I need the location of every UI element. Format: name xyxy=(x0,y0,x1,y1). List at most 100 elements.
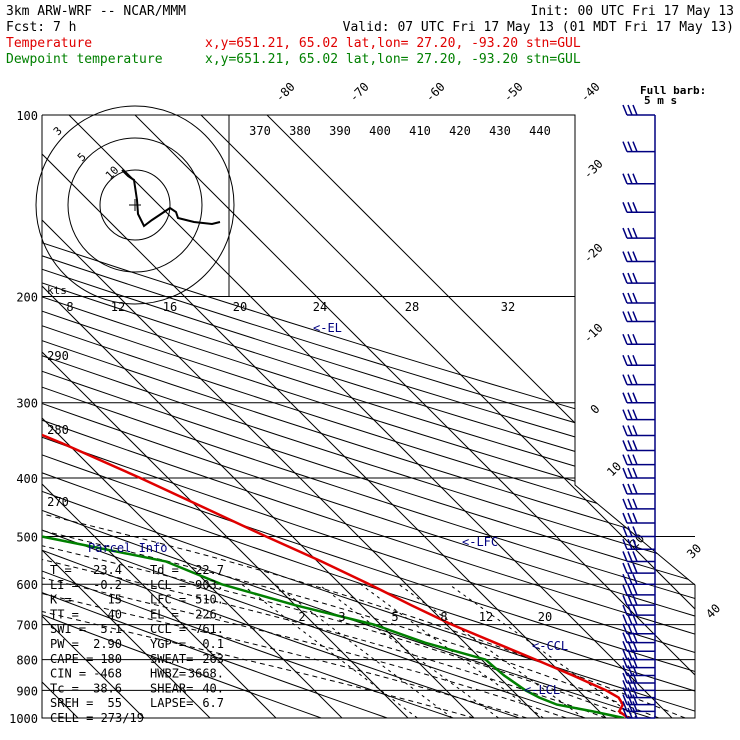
mixing-ratio-label: 12 xyxy=(479,610,493,624)
dewpoint-legend-label: Dewpoint temperature xyxy=(6,52,163,67)
wind-barb xyxy=(622,467,655,479)
wind-barb xyxy=(622,454,655,466)
isotherm-line xyxy=(42,115,607,718)
dry-adiabat-line xyxy=(42,115,586,718)
pressure-tick-label: 900 xyxy=(16,684,38,698)
wind-barb xyxy=(622,623,655,635)
wind-barb-flag xyxy=(627,333,633,345)
wind-barb xyxy=(622,227,655,239)
wind-barb-flag xyxy=(622,562,628,574)
pressure-tick-label: 200 xyxy=(16,291,38,305)
wind-barb xyxy=(622,614,655,626)
wind-barb xyxy=(622,251,655,263)
parcel-info-title: Parcel Info xyxy=(88,541,167,555)
wind-barb-flag xyxy=(627,594,633,606)
wind-barb-flag xyxy=(622,292,628,304)
parcel-info-cell: K = xyxy=(50,593,72,607)
wind-barb-flag xyxy=(632,251,638,262)
isotherm-line xyxy=(0,115,12,718)
pressure-tick-label: 800 xyxy=(16,654,38,668)
wind-barb-flag xyxy=(622,311,628,322)
wind-barb-flag xyxy=(627,657,633,668)
wind-barb-flag xyxy=(622,680,628,691)
wind-barb-flag xyxy=(627,526,633,537)
hodograph-speed-label: 20 xyxy=(233,300,247,314)
wind-barb-flag xyxy=(627,374,633,385)
wind-barb-flag xyxy=(622,104,628,116)
wind-barb-flag xyxy=(627,665,633,676)
pressure-tick-label: 100 xyxy=(16,109,38,123)
wind-barb-flag xyxy=(622,614,628,625)
plot-border xyxy=(41,114,696,719)
pressure-tick-label: 700 xyxy=(16,619,38,633)
wind-barb-flag xyxy=(627,454,633,465)
wind-barb xyxy=(622,680,655,692)
wind-barb-flag xyxy=(632,672,638,684)
isotherm-line xyxy=(68,115,673,718)
wind-barb-flag xyxy=(627,440,633,451)
wind-barb-flag xyxy=(622,374,628,385)
pressure-tick-label: 400 xyxy=(16,472,38,486)
wind-barb-flag xyxy=(627,701,633,712)
wind-barb-flag xyxy=(632,687,638,698)
wind-barb-flag xyxy=(632,498,638,510)
wind-barb-flag xyxy=(632,573,638,585)
wind-barb-flag xyxy=(627,687,633,698)
parcel-info-cell: SWEAT= xyxy=(150,652,193,666)
parcel-info-cell: 180 xyxy=(100,652,122,666)
wind-barb-flag xyxy=(632,657,638,668)
wind-barb xyxy=(622,551,655,563)
mixing-ratio-line xyxy=(241,583,418,718)
dewpoint-legend-info: x,y=651.21, 65.02 lat,lon= 27.20, -93.20… xyxy=(205,52,581,67)
theta-label: 370 xyxy=(249,124,271,138)
temperature-legend-label: Temperature xyxy=(6,36,92,51)
wind-barb xyxy=(622,333,655,346)
wind-barb-flag xyxy=(622,440,628,451)
wind-barb-flag xyxy=(632,467,638,479)
wind-barb-flag xyxy=(627,562,633,574)
profiles-layer xyxy=(42,115,630,718)
isotherm-label: -20 xyxy=(581,241,606,266)
isotherm-line xyxy=(266,115,695,718)
temperature-profile xyxy=(42,115,630,718)
wind-barb xyxy=(622,483,655,495)
parcel-info-cell: 6.7 xyxy=(202,696,224,710)
theta-label: 440 xyxy=(529,124,551,138)
wind-barb-flag xyxy=(627,498,633,510)
hodograph-speed-label: 16 xyxy=(163,300,177,314)
diagram-frame xyxy=(41,114,696,719)
wind-barb-flag xyxy=(622,672,628,684)
hodograph-speed-label: 24 xyxy=(313,300,327,314)
wind-barb-flag xyxy=(622,584,628,596)
mixing-ratio-line xyxy=(448,583,638,718)
dry-adiabat-line xyxy=(42,115,652,718)
hodograph-ring xyxy=(99,169,171,241)
wind-barb-flag xyxy=(622,623,628,635)
isotherm-label: 10 xyxy=(604,459,624,479)
pressure-tick-label: 300 xyxy=(16,397,38,411)
dry-adiabat-line xyxy=(42,115,695,718)
parcel-info-cell: SWI = xyxy=(50,622,86,636)
isotherm-label: -40 xyxy=(578,80,603,105)
theta-label: 390 xyxy=(329,124,351,138)
parcel-info-cell: 2.90 xyxy=(93,637,122,651)
wind-barb-flag xyxy=(632,272,638,284)
wind-barb-flag xyxy=(632,694,638,705)
theta-label: 380 xyxy=(289,124,311,138)
valid-time: Valid: 07 UTC Fri 17 May 13 (01 MDT Fri … xyxy=(343,20,734,35)
isotherm-line xyxy=(42,115,475,718)
hodograph: 35 10 xyxy=(35,105,235,305)
wind-barb-flag xyxy=(622,538,628,550)
wind-barb xyxy=(622,498,655,510)
wind-barb-flag xyxy=(622,272,628,284)
parcel-info-cell: PW = xyxy=(50,637,79,651)
parcel-info-cell: YGP = xyxy=(150,637,186,651)
mixing-ratio-label: 8 xyxy=(440,610,447,624)
parcel-info-cell: 5.1 xyxy=(100,622,122,636)
wind-barb-flag xyxy=(632,202,638,213)
wind-barb xyxy=(622,440,655,452)
wind-barb-flag xyxy=(622,551,628,562)
parcel-info-cell: LAPSE= xyxy=(150,696,193,710)
pressure-tick-label: 1000 xyxy=(9,712,38,726)
